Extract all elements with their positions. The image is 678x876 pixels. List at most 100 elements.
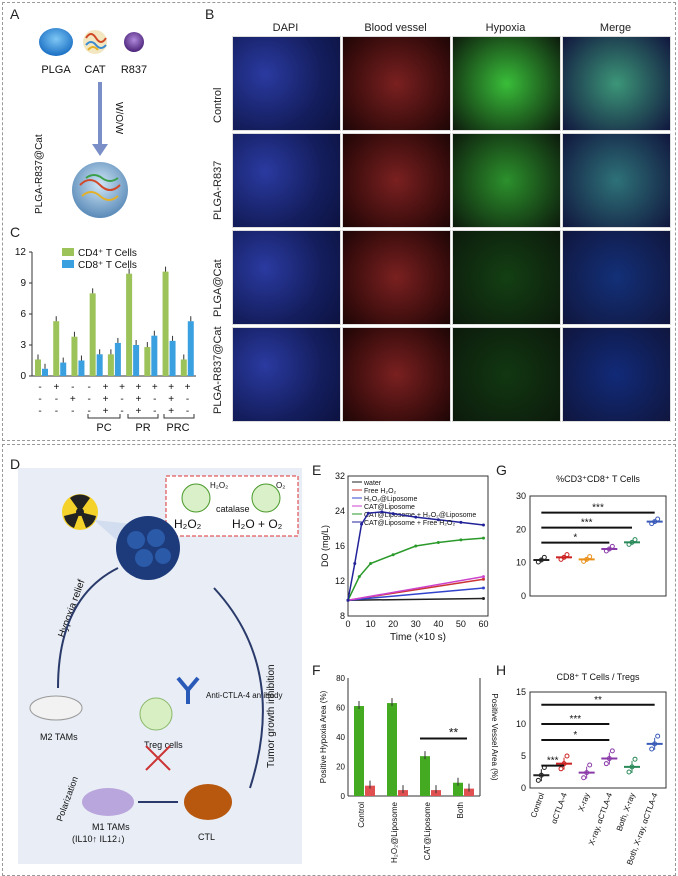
group-label-pc: PC — [96, 422, 111, 434]
data-point — [629, 764, 635, 770]
ctl-cell-icon — [184, 784, 232, 820]
y-tick-label: 12 — [15, 247, 27, 258]
bar — [354, 706, 364, 796]
bar — [387, 703, 397, 796]
antibody-label: Anti-CTLA-4 antibody — [206, 691, 282, 700]
panel-letter-g: G — [496, 462, 507, 478]
micrograph-blood-vessel — [342, 230, 451, 325]
y-tick-label: 3 — [20, 340, 26, 351]
bar — [107, 354, 114, 376]
sign-label: - — [88, 382, 91, 393]
series-line — [347, 597, 484, 601]
data-point — [629, 539, 635, 545]
significance-stars: * — [573, 730, 577, 741]
sign-label: - — [38, 394, 41, 405]
material-label-cat: CAT — [84, 64, 105, 76]
micrograph-dapi — [232, 230, 341, 325]
micrograph-blood-vessel — [342, 133, 451, 228]
ctl-label: CTL — [198, 832, 215, 842]
series-point — [391, 512, 395, 516]
bar — [151, 335, 158, 376]
y-tick-label: 12 — [335, 576, 345, 586]
nanoparticle-icon — [72, 162, 128, 218]
panel-letter-h: H — [496, 662, 507, 678]
chart-h-scatter: CD8⁺ T Cells / Tregs 0 5 10 15 Control αCTLA-4… — [516, 672, 667, 866]
panel-letter-b: B — [205, 6, 215, 22]
y-tick-label: 16 — [335, 541, 345, 551]
bar — [78, 360, 85, 376]
material-label-plga: PLGA — [41, 64, 71, 76]
sign-label: + — [135, 382, 141, 393]
micrograph-merge — [562, 133, 671, 228]
series-point — [481, 536, 485, 540]
y-tick-label: 60 — [336, 704, 345, 713]
inhibition-cross-icon — [145, 745, 171, 771]
x-tick-label: 50 — [456, 619, 466, 629]
y-tick-label: 10 — [516, 719, 526, 729]
series-point — [346, 598, 350, 602]
data-point — [626, 769, 632, 775]
chart-e-line: 8 12 16 24 32 0 10 20 30 40 50 60 Time (×10 s) DO (mg… — [320, 471, 489, 643]
y-axis-label: DO (mg/L) — [320, 525, 330, 567]
panel-letter-f: F — [312, 662, 321, 678]
bar — [162, 271, 169, 376]
significance-stars: *** — [569, 714, 581, 725]
y-tick-label: 20 — [336, 763, 345, 772]
x-tick-label: 20 — [388, 619, 398, 629]
bar — [365, 785, 375, 796]
data-point — [587, 762, 593, 768]
plot-frame — [529, 495, 667, 597]
sign-label: + — [152, 382, 158, 393]
data-point — [609, 543, 615, 549]
legend-label: CAT@Liposome + Free H₂O₂ — [364, 520, 455, 527]
category-label: H₂O₂@Liposome — [390, 801, 399, 863]
sign-label: + — [135, 394, 141, 405]
row-header: PLGA@Cat — [212, 258, 224, 317]
panel-d-schematic: H₂O₂ O₂ catalase H₂O₂ H₂O + O₂ Hypoxia r… — [18, 468, 302, 864]
series-line — [347, 537, 484, 601]
panel-letter-d: D — [10, 456, 21, 472]
micrograph-merge — [562, 230, 671, 325]
series-point — [380, 510, 384, 514]
sign-label: - — [38, 406, 41, 417]
category-label: αCTLA-4 — [549, 791, 569, 825]
row-header: Control — [212, 87, 224, 123]
micrograph-merge — [562, 36, 671, 131]
sign-label: + — [103, 394, 109, 405]
column-header: DAPI — [272, 22, 299, 34]
tumor-inhibition-arrow-icon — [213, 587, 264, 789]
legend-label: Free H₂O₂ — [364, 488, 397, 495]
micrograph-hypoxia — [452, 36, 561, 131]
bar — [60, 362, 67, 376]
m1-tam-icon — [82, 788, 134, 816]
sign-label: - — [186, 394, 189, 405]
category-label: CAT@Liposome — [423, 801, 432, 860]
bar — [420, 756, 430, 796]
series-point — [481, 575, 485, 579]
data-point — [632, 537, 638, 543]
sign-label: - — [120, 394, 123, 405]
legend-cd8-swatch — [62, 260, 74, 268]
top-figure-box — [2, 2, 676, 441]
data-point — [541, 554, 547, 560]
reaction-product: H₂O + O₂ — [232, 517, 283, 531]
category-label: X-ray, αCTLA-4 — [587, 791, 615, 846]
data-point — [584, 770, 590, 776]
data-point — [652, 519, 658, 525]
bar — [126, 273, 133, 376]
sign-label: + — [185, 382, 191, 393]
material-label-r837: R837 — [121, 64, 147, 76]
bar — [71, 336, 78, 376]
micrograph-hypoxia — [452, 133, 561, 228]
micrograph-dapi — [232, 327, 341, 422]
series-point — [366, 511, 370, 515]
legend-label: CAT@Liposome + H₂O₂@Liposome — [364, 512, 476, 519]
sign-label: - — [71, 382, 74, 393]
series-point — [436, 518, 440, 522]
series-point — [414, 544, 418, 548]
data-point — [564, 753, 570, 759]
legend-label: H₂O₂@Liposome — [364, 496, 417, 503]
series-point — [459, 520, 463, 524]
data-point — [606, 546, 612, 552]
panel-letter-c: C — [10, 224, 21, 240]
